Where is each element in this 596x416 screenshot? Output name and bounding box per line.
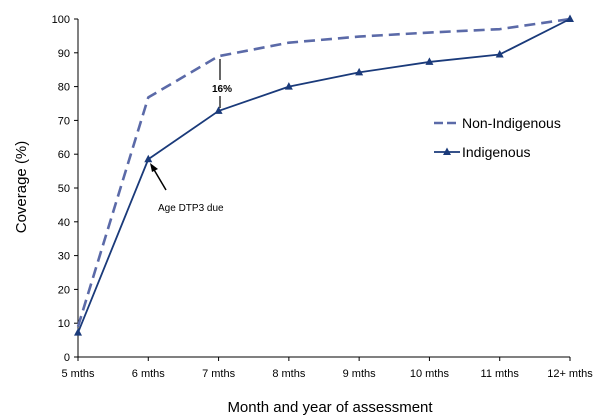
y-tick-label: 0 <box>64 352 70 364</box>
legend: Non-Indigenous Indigenous <box>434 115 561 160</box>
dtp3-arrow-line <box>152 167 167 191</box>
x-tick-label: 12+ mths <box>547 368 593 380</box>
dtp3-arrow-label: Age DTP3 due <box>158 203 224 214</box>
x-tick-label: 11 mths <box>481 368 520 380</box>
x-tick-label: 10 mths <box>410 368 450 380</box>
gap-label: 16% <box>212 84 232 95</box>
series-line-non-indigenous <box>76 17 571 327</box>
y-tick-label: 40 <box>58 217 70 229</box>
gap-annotation: 16% <box>212 59 232 108</box>
x-tick-label: 8 mths <box>272 368 306 380</box>
y-axis: 0 10 20 30 40 50 60 70 80 90 100 <box>52 14 79 364</box>
legend-label: Non-Indigenous <box>462 115 561 131</box>
x-axis-label: Month and year of assessment <box>227 399 433 416</box>
x-tick-label: 5 mths <box>61 368 95 380</box>
data-point-indigenous <box>425 57 434 65</box>
dtp3-arrow-head <box>150 163 158 172</box>
x-tick-label: 6 mths <box>132 368 166 380</box>
legend-marker <box>443 147 451 155</box>
y-tick-label: 90 <box>58 48 70 60</box>
y-tick-label: 50 <box>58 183 70 195</box>
series-layer <box>74 14 574 336</box>
y-tick-label: 100 <box>52 14 70 26</box>
data-point-indigenous <box>355 67 364 76</box>
y-tick-label: 30 <box>58 251 70 263</box>
data-point-indigenous <box>284 82 293 90</box>
dtp3-annotation: Age DTP3 due <box>150 163 224 214</box>
data-point-indigenous <box>495 49 504 58</box>
data-point-indigenous <box>214 106 223 114</box>
x-tick-label: 7 mths <box>202 368 236 380</box>
series-line-indigenous <box>77 18 571 334</box>
legend-label: Indigenous <box>462 144 531 160</box>
data-point-indigenous <box>144 154 153 163</box>
y-tick-label: 20 <box>58 284 70 296</box>
x-axis: 5 mths 6 mths 7 mths 8 mths 9 mths 10 mths 11 … <box>61 356 593 380</box>
x-tick-label: 9 mths <box>343 368 377 380</box>
y-tick-label: 70 <box>58 115 70 127</box>
y-tick-label: 60 <box>58 149 70 161</box>
data-point-indigenous <box>74 328 82 336</box>
y-tick-label: 10 <box>58 318 70 330</box>
data-point-indigenous <box>566 14 574 22</box>
y-axis-label: Coverage (%) <box>13 141 30 234</box>
y-tick-label: 80 <box>58 82 70 94</box>
